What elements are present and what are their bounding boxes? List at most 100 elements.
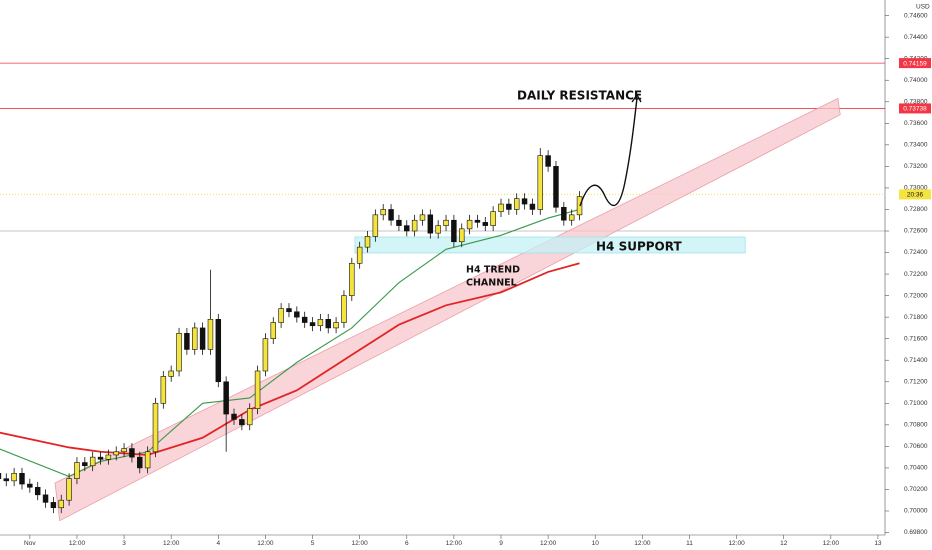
candle-body — [309, 322, 316, 327]
y-tick-label: 0.70800 — [904, 422, 928, 429]
candle-body — [529, 203, 536, 210]
y-tick-label: 0.70600 — [904, 443, 928, 450]
candle-body — [89, 456, 96, 467]
candle-body — [482, 222, 489, 226]
candle-body — [152, 402, 159, 453]
candle-body — [419, 214, 426, 221]
candle-body — [294, 311, 300, 318]
y-tick-label: 0.69800 — [904, 529, 928, 536]
x-tick-label: 12:00 — [823, 540, 840, 547]
candle-body — [176, 332, 182, 372]
candle-body — [427, 214, 434, 234]
candle-body — [568, 214, 575, 221]
channel-label: H4 TREND — [466, 265, 520, 276]
candle-body — [443, 219, 449, 226]
candle-body — [545, 155, 551, 167]
candle-body — [168, 370, 174, 377]
candle-body — [301, 316, 308, 323]
x-tick-label: 12:00 — [69, 540, 86, 547]
candle-body — [506, 203, 512, 210]
y-tick-label: 0.73600 — [904, 120, 928, 127]
candle-body — [521, 198, 528, 205]
x-tick-label: 12:00 — [634, 540, 651, 547]
candle-body — [207, 318, 214, 350]
level-tag — [899, 189, 931, 200]
candle-body — [58, 499, 64, 509]
x-tick-label: 12:00 — [446, 540, 463, 547]
y-tick-label: 0.71200 — [904, 378, 928, 385]
y-tick-label: 0.73400 — [904, 142, 928, 149]
x-tick-label: 6 — [405, 540, 409, 547]
x-tick-label: 12 — [780, 540, 788, 547]
level-tag-label: 20:36 — [907, 192, 924, 199]
level-tag — [899, 103, 931, 114]
candle-body — [66, 478, 72, 501]
y-tick-label: 0.74600 — [904, 12, 928, 19]
support-zone — [354, 236, 746, 254]
y-tick-label: 0.74400 — [904, 34, 928, 41]
x-tick-label: 3 — [122, 540, 126, 547]
y-tick-label: 0.72600 — [904, 228, 928, 235]
price-axis-bg — [885, 0, 932, 550]
moving-average — [0, 262, 580, 456]
candle-body — [74, 462, 80, 479]
candle-body — [388, 209, 394, 221]
x-tick-label: 11 — [686, 540, 693, 547]
candle-body — [144, 451, 151, 469]
y-tick-label: 0.71400 — [904, 357, 928, 364]
candle-body — [0, 472, 2, 479]
candle-body — [325, 318, 331, 329]
candle-body — [278, 308, 284, 323]
candle-body — [82, 462, 88, 467]
candle-body — [34, 486, 41, 496]
candle-body — [137, 456, 143, 469]
x-tick-label: 12:00 — [257, 540, 274, 547]
candle-body — [121, 448, 127, 453]
y-tick-label: 0.71800 — [904, 314, 928, 321]
y-tick-label: 0.74000 — [904, 77, 928, 84]
y-tick-label: 0.70000 — [904, 508, 928, 515]
candle-body — [364, 236, 371, 248]
resistance-note: DAILY RESISTANCE — [517, 89, 642, 103]
candle-body — [239, 419, 245, 426]
candle-body — [262, 338, 269, 372]
candle-body — [192, 327, 198, 350]
x-tick-label: 5 — [311, 540, 315, 547]
x-tick-label: Nov — [24, 540, 36, 547]
candle-body — [231, 413, 237, 420]
x-tick-label: 10 — [592, 540, 600, 547]
y-tick-label: 0.72200 — [904, 271, 928, 278]
candle-body — [356, 246, 363, 264]
candle-body — [498, 203, 504, 212]
currency-label: USD — [916, 4, 930, 11]
x-tick-label: 13 — [874, 540, 882, 547]
candle-body — [160, 376, 167, 404]
candle-body — [537, 155, 544, 210]
arrow-head — [631, 93, 642, 103]
candle-body — [333, 322, 339, 329]
x-tick-label: 12:00 — [728, 540, 745, 547]
y-tick-label: 0.72000 — [904, 292, 928, 299]
y-tick-label: 0.73200 — [904, 163, 928, 170]
candle-body — [27, 483, 33, 488]
candle-body — [561, 207, 567, 221]
candle-body — [474, 219, 481, 223]
level-tag-label: 0.73738 — [903, 106, 927, 113]
x-tick-label: 4 — [216, 540, 220, 547]
candle-body — [490, 211, 496, 226]
candle-body — [42, 494, 49, 503]
y-tick-label: 0.72400 — [904, 249, 928, 256]
level-tag-label: 0.74159 — [903, 60, 927, 67]
candle-body — [129, 448, 135, 458]
projection-arrow — [579, 97, 638, 207]
y-tick-label: 0.72800 — [904, 206, 928, 213]
candle-body — [396, 219, 402, 226]
y-tick-label: 0.71000 — [904, 400, 928, 407]
candle-body — [50, 502, 57, 509]
y-tick-label: 0.73000 — [904, 185, 928, 192]
candle-body — [435, 225, 441, 234]
candle-body — [411, 219, 418, 232]
